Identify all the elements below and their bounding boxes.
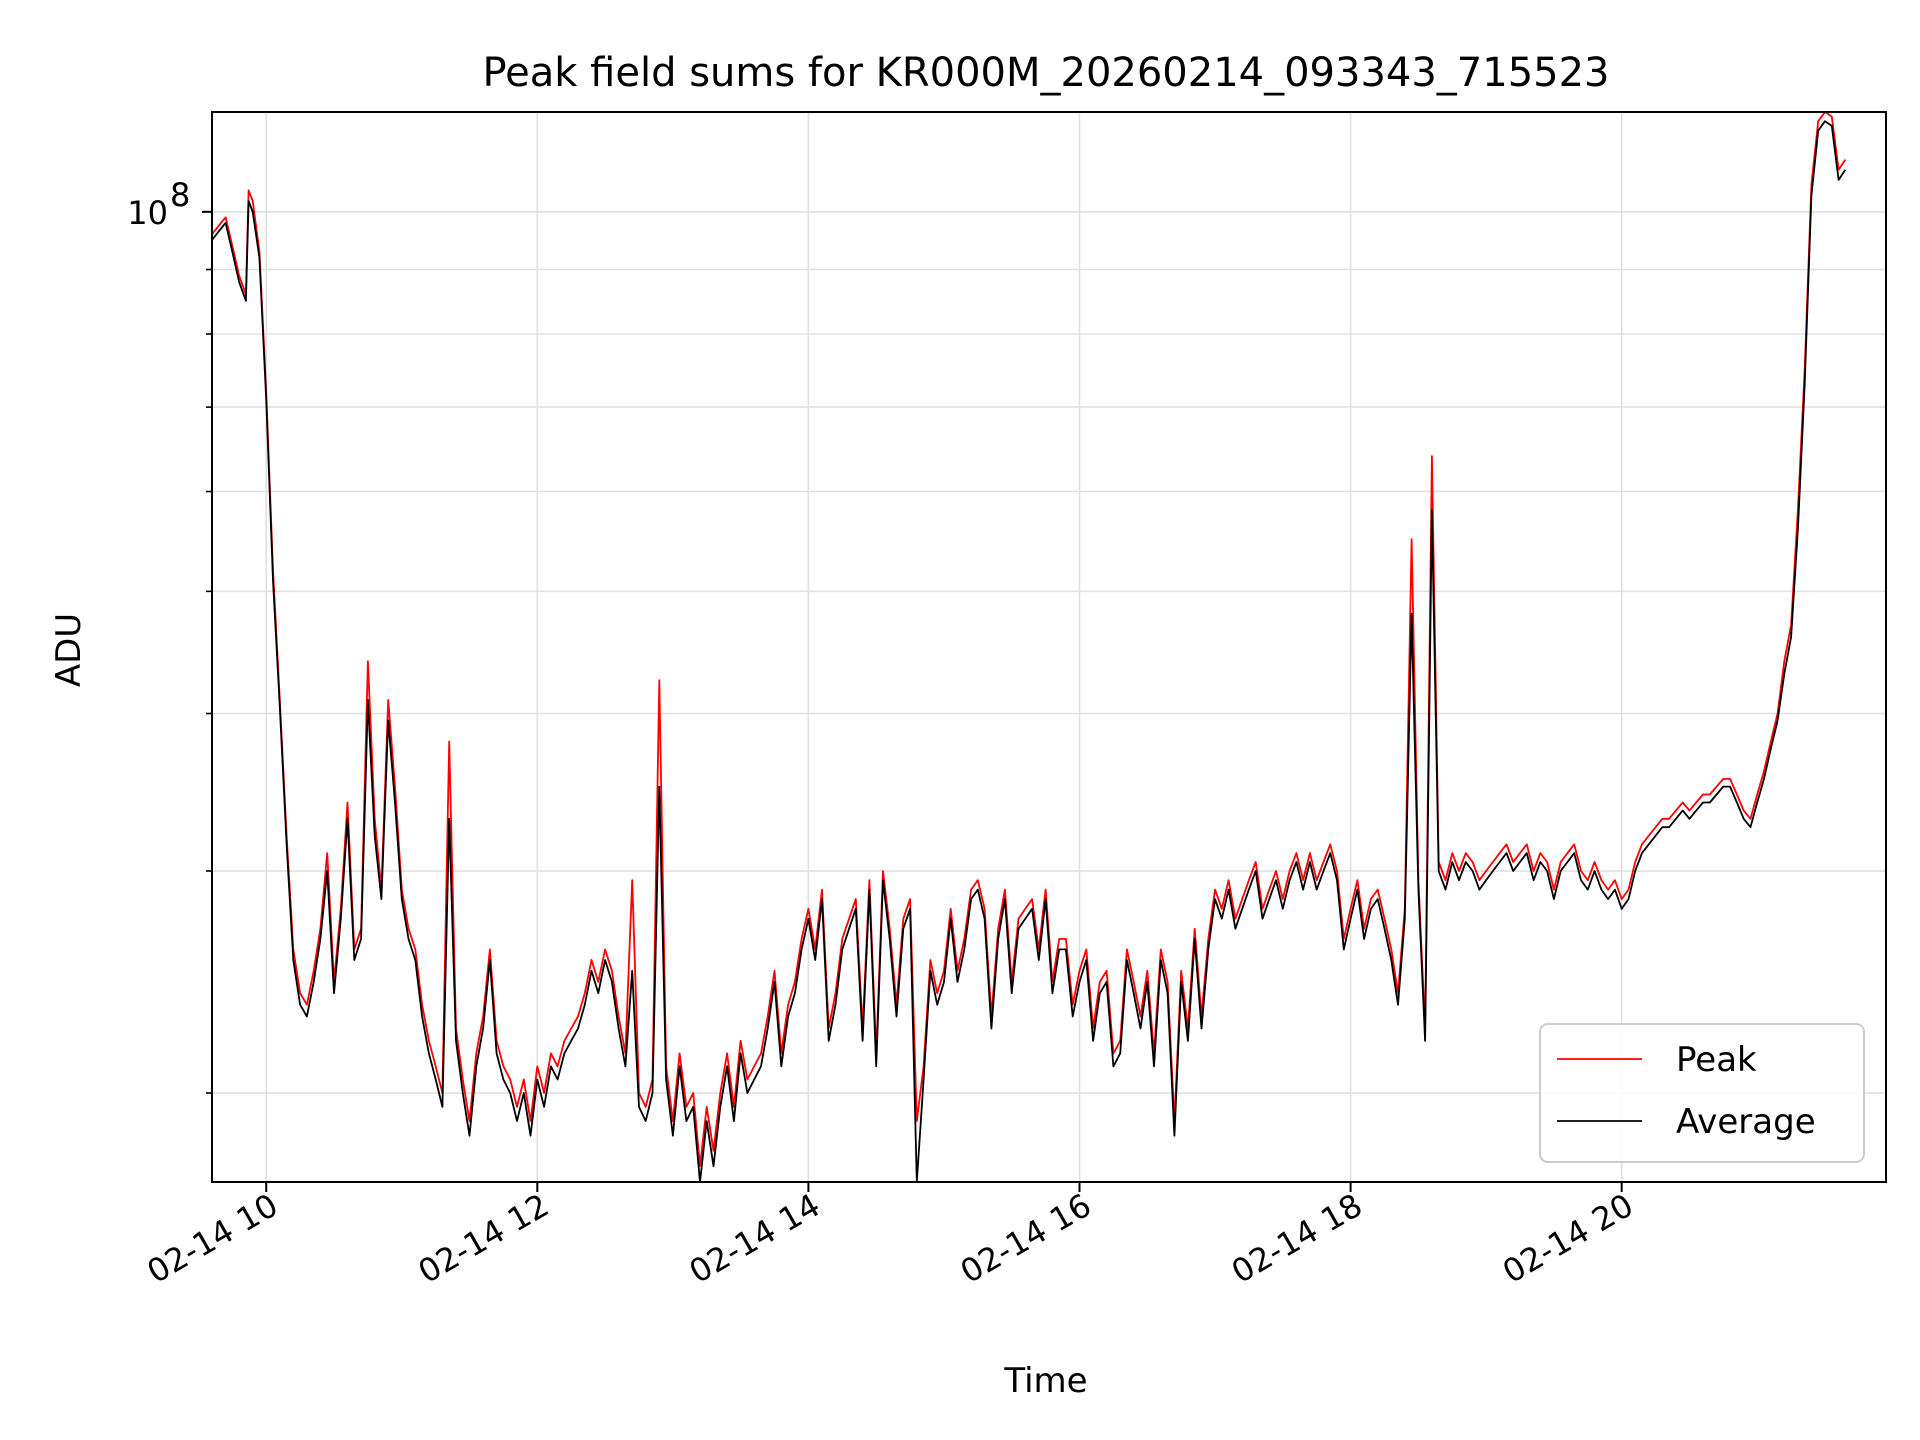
y-tick-label-base: 10 — [127, 194, 168, 232]
grid — [212, 112, 1886, 1182]
y-axis-ticks: 10 8 — [127, 176, 212, 1094]
series-line-peak — [212, 112, 1847, 1167]
series-line-average — [212, 120, 1847, 1182]
plot-frame — [211, 111, 1887, 1183]
legend-label-peak: Peak — [1676, 1040, 1757, 1080]
chart-title: Peak field sums for KR000M_20260214_0933… — [482, 50, 1609, 96]
x-axis-label: Time — [1003, 1361, 1087, 1401]
legend-label-average: Average — [1676, 1102, 1816, 1142]
legend: Peak Average — [1539, 1023, 1865, 1163]
y-axis-label: ADU — [49, 613, 89, 687]
y-tick-label-exponent: 8 — [170, 176, 190, 214]
